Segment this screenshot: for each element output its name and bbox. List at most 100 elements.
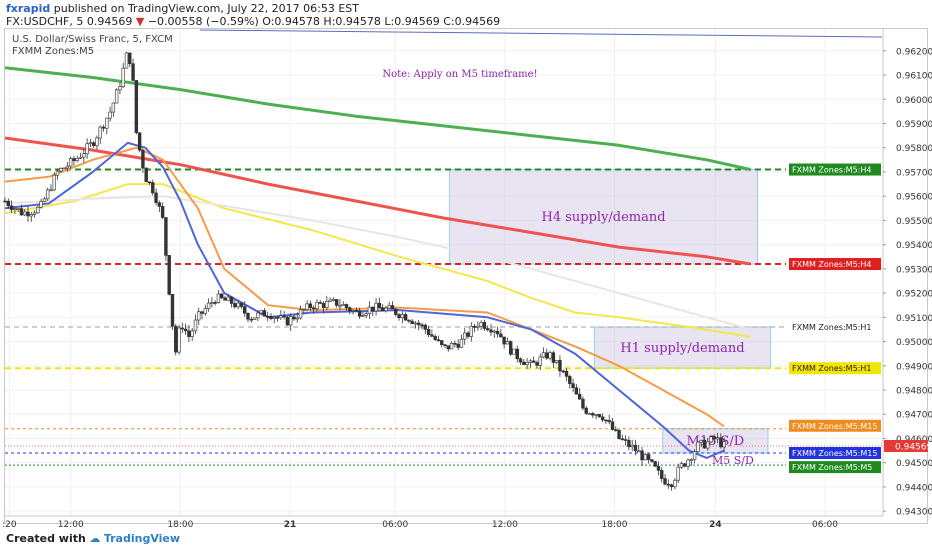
candle-body xyxy=(288,316,293,326)
candle-body xyxy=(453,342,457,345)
candle-body xyxy=(551,352,556,363)
x-tick-label: 21 xyxy=(284,520,297,530)
y-tick-label: 0.96200 xyxy=(896,47,932,57)
candle-body xyxy=(466,332,470,337)
candle-body xyxy=(39,201,43,208)
candle-body xyxy=(640,450,644,461)
candle-body xyxy=(482,322,487,329)
level-tag-box xyxy=(789,321,881,334)
level-tag-box xyxy=(789,258,881,271)
candle-body xyxy=(190,330,194,337)
candlesticks xyxy=(3,51,726,491)
y-tick-label: 0.96100 xyxy=(896,72,932,82)
candle-body xyxy=(660,470,664,479)
candle-body xyxy=(410,320,414,324)
candle-body xyxy=(403,314,408,321)
candle-body xyxy=(101,126,106,129)
candle-body xyxy=(577,393,582,400)
y-tick-label: 0.96000 xyxy=(896,96,932,106)
published-text: published on TradingView.com, July 22, 2… xyxy=(53,2,359,15)
candle-body xyxy=(229,296,234,304)
candle-body xyxy=(394,308,398,315)
zone-label: H4 supply/demand xyxy=(541,210,665,225)
zone-boxes: H4 supply/demand H1 supply/demand M15 S/D M… xyxy=(449,169,772,467)
candle-body xyxy=(167,255,171,295)
x-tick-label: 12:00 xyxy=(58,520,84,530)
candle-body xyxy=(436,339,441,341)
footer: Created with ☁ TradingView xyxy=(6,532,180,545)
plot-area xyxy=(5,29,882,516)
candle-body xyxy=(302,309,306,311)
zone-label: M15 S/D xyxy=(687,434,745,449)
candle-body xyxy=(157,202,162,207)
level-tag-label: FXMM Zones:M5:M15 xyxy=(792,449,877,458)
candle-body xyxy=(568,376,572,384)
candle-body xyxy=(633,444,638,452)
candle-body xyxy=(144,167,148,183)
candle-body xyxy=(587,413,592,415)
candle-body xyxy=(134,80,139,133)
candle-body xyxy=(426,329,431,336)
candle-body xyxy=(49,189,53,192)
candle-body xyxy=(252,317,257,320)
candle-body xyxy=(269,315,273,319)
last-price-tag-box xyxy=(884,439,928,452)
indicator-label: FXMM Zones:M5 xyxy=(12,46,94,57)
candle-body xyxy=(423,324,428,330)
candle-body xyxy=(525,362,529,365)
candle-body xyxy=(200,311,204,314)
candle-body xyxy=(584,407,588,414)
candle-body xyxy=(472,325,477,328)
trend-line xyxy=(199,29,883,38)
candle-body xyxy=(315,302,319,309)
candle-body xyxy=(298,309,303,319)
candle-body xyxy=(374,302,378,312)
candle-body xyxy=(440,340,444,345)
level-tag-box xyxy=(789,163,881,176)
candle-body xyxy=(696,441,700,452)
level-lines xyxy=(5,168,882,466)
candle-body xyxy=(88,142,93,145)
level-tag-label: FXMM Zones:M5:H1 xyxy=(792,364,871,373)
candle-body xyxy=(637,450,641,453)
candle-body xyxy=(699,439,703,443)
candle-body xyxy=(502,336,506,345)
candle-body xyxy=(91,142,96,147)
candle-body xyxy=(338,304,342,307)
author-name[interactable]: fxrapid xyxy=(6,2,51,15)
candle-body xyxy=(564,370,569,377)
candle-body xyxy=(545,352,549,359)
tradingview-brand[interactable]: TradingView xyxy=(103,532,181,545)
created-with-text: Created with xyxy=(6,532,86,545)
zone-box xyxy=(593,326,772,369)
moving-average-line xyxy=(4,136,751,266)
candle-body xyxy=(124,52,129,69)
candle-body xyxy=(531,360,536,363)
candle-body xyxy=(32,212,37,215)
candle-body xyxy=(600,416,605,421)
candle-body xyxy=(479,322,483,327)
candle-body xyxy=(160,206,165,218)
candle-body xyxy=(607,420,611,423)
candle-body xyxy=(121,67,125,87)
candle-body xyxy=(174,325,178,353)
tradingview-logo-icon: ☁ xyxy=(89,532,101,545)
y-tick-label: 0.95600 xyxy=(896,193,932,203)
x-tick-label: 06:00 xyxy=(812,520,838,530)
candle-body xyxy=(712,436,716,440)
candle-body xyxy=(256,312,260,319)
x-tick-label: 06:00 xyxy=(382,520,408,530)
candle-body xyxy=(318,302,322,304)
x-tick-label: 12:00 xyxy=(492,520,518,530)
candle-body xyxy=(233,303,237,308)
candle-body xyxy=(236,302,240,308)
candle-body xyxy=(137,132,142,151)
candle-body xyxy=(449,342,454,350)
candle-body xyxy=(180,327,185,330)
candle-body xyxy=(364,313,368,316)
moving-average-line xyxy=(4,141,725,459)
level-tag-label: FXMM Zones:M5:H1 xyxy=(792,323,871,332)
zone-label: H1 supply/demand xyxy=(620,341,744,356)
candle-body xyxy=(187,330,191,337)
